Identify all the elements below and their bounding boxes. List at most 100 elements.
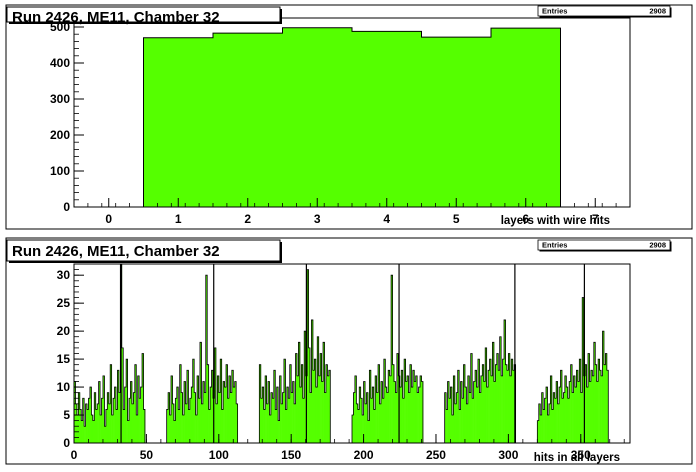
bar: [509, 375, 512, 443]
bar: [576, 370, 579, 443]
bar: [299, 387, 302, 443]
bar: [259, 364, 262, 443]
bar: [598, 359, 600, 443]
bar: [101, 398, 104, 443]
bar: [370, 398, 373, 443]
bar: [356, 403, 359, 443]
bar: [317, 336, 319, 443]
bar: [270, 392, 273, 443]
bar: [283, 359, 286, 443]
bar: [417, 392, 419, 443]
bar: [577, 381, 580, 443]
bar: [84, 426, 86, 443]
bar: [495, 364, 498, 443]
bar: [220, 359, 222, 443]
bar: [501, 375, 503, 443]
bar: [197, 375, 199, 443]
bar: [408, 392, 411, 443]
bar: [546, 387, 548, 443]
bar: [415, 375, 418, 443]
x-axis-label: layers with wire hits: [501, 215, 610, 227]
bar: [217, 375, 220, 443]
bar: [574, 387, 577, 443]
y-tick-label: 15: [57, 352, 71, 366]
histogram-outline: [444, 319, 517, 443]
bar: [113, 398, 115, 443]
bar: [472, 398, 474, 443]
bar: [569, 381, 571, 443]
bar: [136, 415, 139, 443]
bar: [602, 331, 605, 443]
bar: [201, 403, 204, 443]
bar: [447, 381, 450, 443]
bar: [230, 392, 233, 443]
bar: [477, 359, 480, 443]
bar: [325, 364, 328, 443]
bar: [81, 420, 83, 443]
bar: [580, 392, 583, 443]
bar: [544, 398, 547, 443]
bar: [202, 381, 205, 443]
bar: [123, 409, 125, 443]
bar: [488, 370, 490, 443]
bar: [134, 364, 137, 443]
bar: [460, 381, 463, 443]
bar: [95, 409, 98, 443]
bar: [491, 28, 561, 207]
bar: [143, 37, 213, 207]
bar: [276, 387, 279, 443]
bar: [572, 392, 574, 443]
bar: [590, 370, 593, 443]
bar: [467, 375, 470, 443]
bar: [402, 398, 405, 443]
bar: [192, 359, 195, 443]
bar: [560, 370, 563, 443]
chart-title: Run 2426, ME11, Chamber 32: [12, 243, 220, 260]
bar: [393, 381, 396, 443]
bar: [98, 381, 101, 443]
bar: [606, 370, 609, 443]
x-tick-label: 4: [383, 212, 390, 226]
title-frame: [6, 6, 281, 23]
y-tick-label: 0: [63, 200, 70, 214]
bar: [505, 364, 508, 443]
bar: [111, 415, 114, 443]
bar: [475, 370, 477, 443]
stats-entries-label: Entries: [542, 241, 567, 250]
histogram-outline: [166, 274, 239, 443]
bar: [388, 370, 390, 443]
bar: [414, 381, 417, 443]
bar: [593, 342, 596, 443]
bar: [540, 415, 542, 443]
bar: [479, 392, 482, 443]
bar: [114, 387, 117, 443]
bar: [567, 398, 570, 443]
bar: [409, 364, 412, 443]
bar: [188, 409, 191, 443]
y-tick-label: 25: [57, 296, 71, 310]
bar: [493, 381, 496, 443]
bar: [173, 420, 176, 443]
bar: [502, 359, 505, 443]
bar: [310, 392, 312, 443]
bar: [168, 392, 170, 443]
bar: [107, 392, 110, 443]
bar: [354, 375, 357, 443]
bar: [367, 420, 370, 443]
bar: [366, 392, 369, 443]
bar: [124, 387, 127, 443]
bar: [499, 336, 502, 443]
bar: [352, 415, 354, 443]
y-tick-label: 20: [57, 324, 71, 338]
bar: [383, 359, 386, 443]
bar: [328, 370, 331, 443]
bar: [469, 392, 472, 443]
bar: [498, 370, 500, 443]
bar: [506, 370, 509, 443]
bar: [127, 420, 130, 443]
bar: [566, 387, 569, 443]
x-tick-label: 0: [71, 448, 78, 462]
bar: [392, 364, 395, 443]
